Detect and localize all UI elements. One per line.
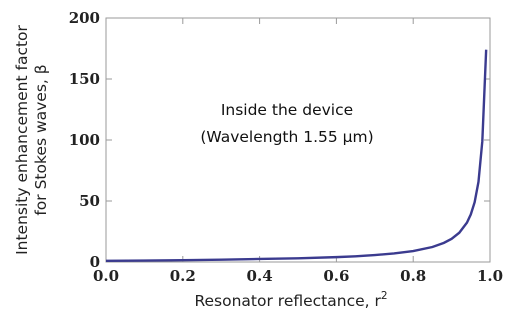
y-tick-label: 200 [69,9,100,27]
y-tick-label: 0 [90,253,100,271]
y-axis-title-line-2: for Stokes waves, β [32,64,50,215]
y-tick-label: 50 [79,192,100,210]
x-tick-label: 0.2 [170,267,196,285]
x-axis-ticks [105,18,491,262]
y-axis-title: Intensity enhancement factor for Stokes … [13,24,50,254]
x-tick-label: 1.0 [477,267,503,285]
x-tick-label: 0.6 [323,267,349,285]
x-axis-title: Resonator reflectance, r2 [194,290,387,310]
y-tick-label: 150 [69,70,100,88]
x-axis-title-superscript: 2 [381,290,388,302]
y-axis-tick-labels: 0 50 100 150 200 [69,9,100,271]
x-axis-tick-labels: 0.0 0.2 0.4 0.6 0.8 1.0 [93,267,503,285]
x-tick-label: 0.8 [400,267,426,285]
annotation-line-1: Inside the device [221,101,353,119]
series-line [105,49,488,262]
y-axis-title-line-1: Intensity enhancement factor [13,24,31,254]
x-tick-label: 0.4 [247,267,273,285]
y-tick-label: 100 [69,131,100,149]
x-tick-label: 0.0 [93,267,119,285]
annotation-line-2: (Wavelength 1.55 µm) [200,128,373,146]
x-axis-title-text: Resonator reflectance, r [194,292,381,310]
y-axis-ticks [106,17,490,263]
